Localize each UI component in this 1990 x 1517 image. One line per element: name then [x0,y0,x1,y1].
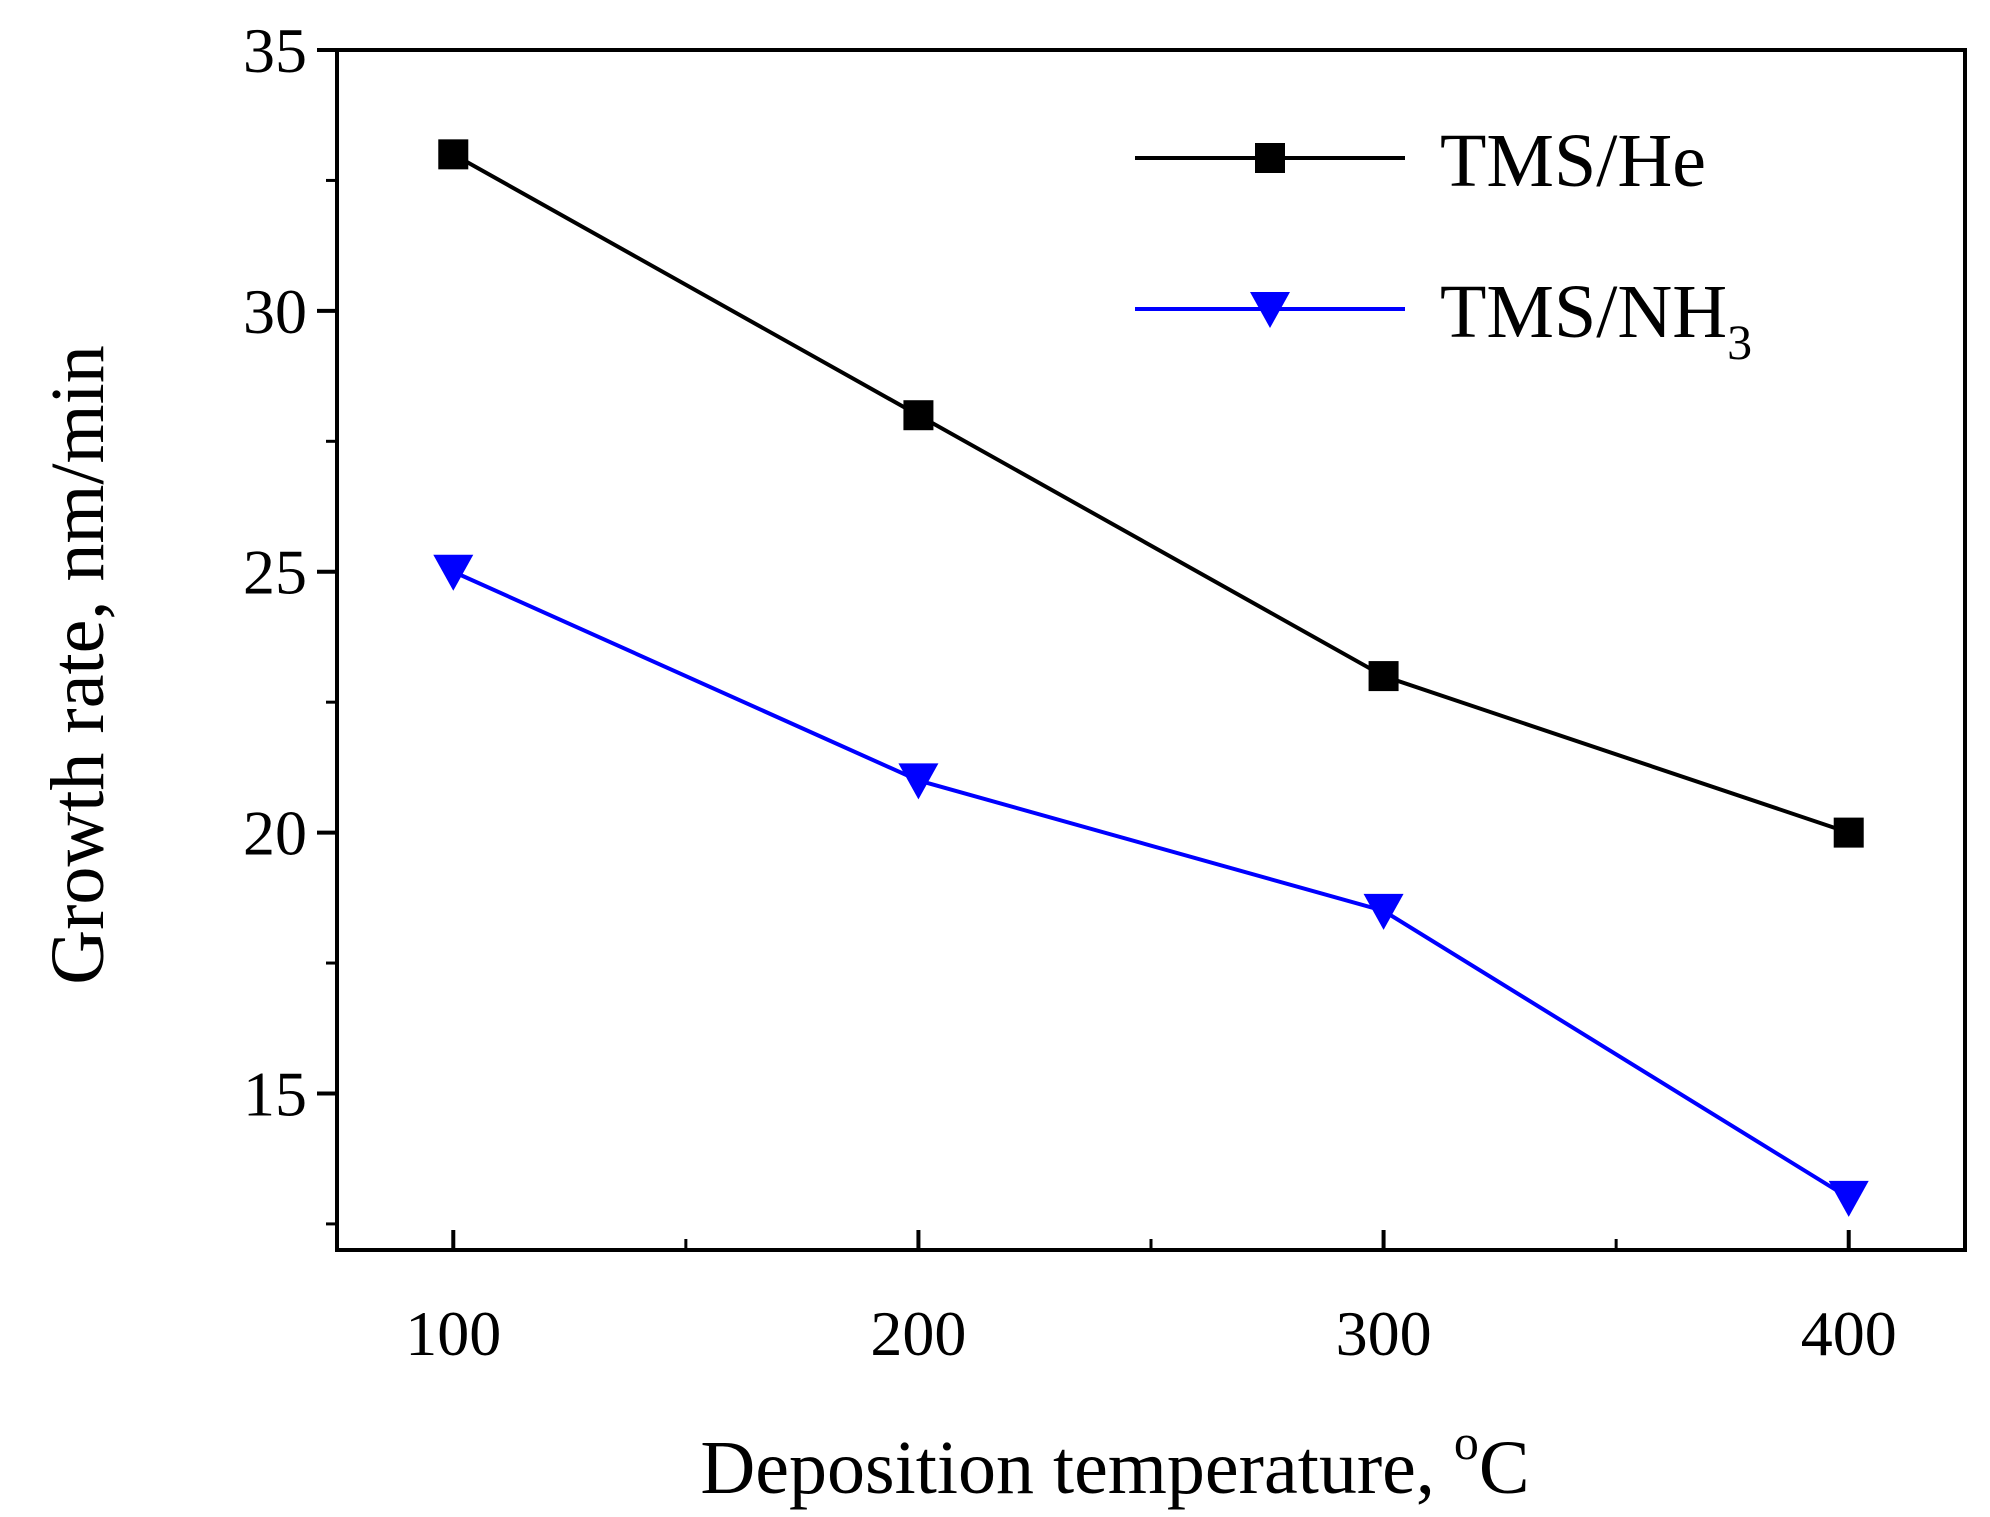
x-tick-label: 300 [1336,1298,1432,1369]
legend-label-subscript: 3 [1727,314,1752,370]
data-point-tms-he [438,139,469,170]
x-tick-label: 100 [405,1298,501,1369]
y-tick-label: 30 [243,276,307,347]
series-layer [433,139,1869,1217]
series-tms-nh3 [433,554,1869,1217]
legend-label-main: TMS/He [1440,119,1706,203]
x-tick-label: 400 [1801,1298,1897,1369]
data-point-tms-nh3 [433,554,474,591]
legend-marker-tms-nh3 [1250,292,1290,328]
legend-label-tms-he: TMS/He [1440,119,1706,203]
data-point-tms-nh3 [1363,893,1404,930]
legend-marker-tms-he [1255,143,1285,173]
y-axis: 15 20 25 30 35 [243,15,337,1226]
data-point-tms-he [1368,661,1399,692]
x-axis-title-unit: C [1479,1426,1530,1510]
legend: TMS/He TMS/NH3 [1135,119,1752,370]
x-axis: 100 200 300 400 [405,1230,1897,1369]
x-tick-label: 200 [870,1298,966,1369]
y-tick-label: 35 [243,15,307,86]
series-line-tms-he [452,152,1850,835]
series-line-tms-nh3 [452,569,1850,1200]
series-tms-he [438,139,1864,848]
data-point-tms-he [1833,817,1864,848]
y-tick-label: 20 [243,798,307,869]
data-point-tms-nh3 [1828,1180,1869,1217]
y-axis-title: Growth rate, nm/min [36,345,120,985]
data-point-tms-nh3 [898,763,939,800]
y-tick-label: 15 [243,1058,307,1129]
y-tick-label: 25 [243,537,307,608]
data-point-tms-he [903,400,934,431]
legend-label-main: TMS/NH [1440,270,1727,354]
legend-item-tms-he: TMS/He [1135,119,1706,203]
plot-frame [335,48,1967,1252]
x-axis-title-superscript: o [1454,1414,1479,1470]
x-axis-title-main: Deposition temperature, [700,1426,1453,1510]
legend-item-tms-nh3: TMS/NH3 [1135,270,1752,370]
x-axis-title: Deposition temperature, oC [700,1414,1529,1510]
legend-label-tms-nh3: TMS/NH3 [1440,270,1752,370]
